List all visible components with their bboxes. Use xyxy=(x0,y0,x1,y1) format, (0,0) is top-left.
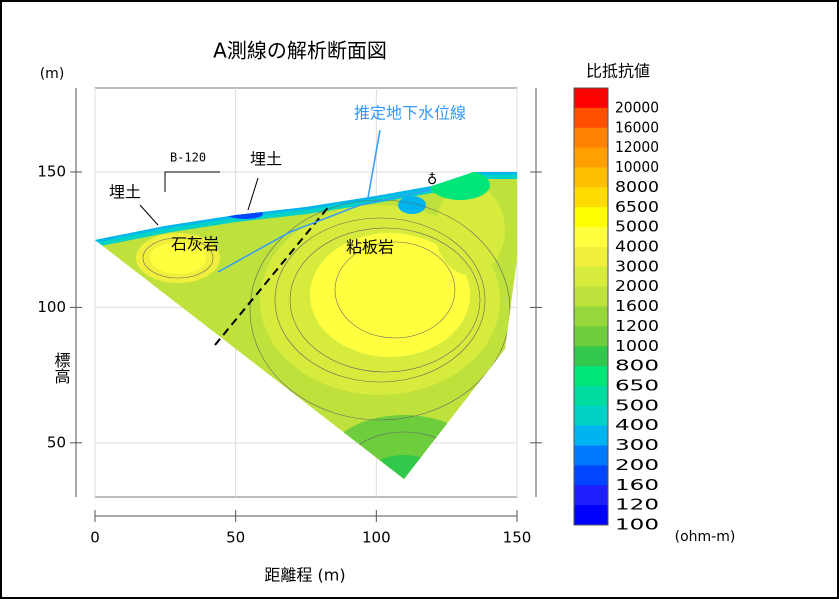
x-axis-label: 距離程 (m) xyxy=(264,566,345,585)
colorbar-label: 20000 xyxy=(615,99,659,117)
colorbar-band xyxy=(574,346,608,366)
annotation: B-120 xyxy=(170,151,206,165)
colorbar-band xyxy=(574,227,608,247)
colorbar-label: 800 xyxy=(615,357,659,375)
colorbar-band xyxy=(574,485,608,505)
annotation: 石灰岩 xyxy=(171,235,219,254)
colorbar-title: 比抵抗値 xyxy=(586,62,650,81)
colorbar-label: 400 xyxy=(615,416,659,434)
colorbar-band xyxy=(574,207,608,227)
x-tick-label: 150 xyxy=(503,529,532,547)
colorbar-label: 1200 xyxy=(615,317,659,335)
colorbar-band xyxy=(574,287,608,307)
colorbar-label: 6500 xyxy=(615,198,659,216)
colorbar-band xyxy=(574,406,608,426)
y-tick-label: 100 xyxy=(37,298,66,316)
colorbar-label: 12000 xyxy=(615,138,659,156)
annotation: 粘板岩 xyxy=(346,238,394,257)
colorbar-label: 500 xyxy=(615,396,659,414)
colorbar-band xyxy=(574,108,608,128)
annotation: 推定地下水位線 xyxy=(354,104,466,123)
y-axis-label: 標高 xyxy=(52,352,71,384)
x-tick-label: 0 xyxy=(90,529,100,547)
y-tick-label: 150 xyxy=(37,162,66,180)
water-symbol: ♁ xyxy=(427,172,437,188)
colorbar-label: 120 xyxy=(615,496,659,514)
colorbar-label: 8000 xyxy=(615,178,659,196)
colorbar-band xyxy=(574,267,608,287)
y-unit: (m) xyxy=(40,66,65,82)
colorbar-band xyxy=(574,465,608,485)
fill xyxy=(398,196,426,214)
colorbar-band xyxy=(574,426,608,446)
colorbar-label: 5000 xyxy=(615,218,659,236)
colorbar-band xyxy=(574,148,608,168)
chart: ♁ A測線の解析断面図 (m) 距離程 (m) 標高 推定地下水位線 埋土 埋土… xyxy=(0,0,839,599)
colorbar-label: 200 xyxy=(615,456,659,474)
y-tick-label: 50 xyxy=(47,433,66,451)
colorbar-band xyxy=(574,128,608,148)
x-tick-label: 100 xyxy=(362,529,391,547)
colorbar-label: 160 xyxy=(615,476,659,494)
colorbar-band xyxy=(574,505,608,525)
colorbar-band xyxy=(574,88,608,108)
colorbar-label: 1000 xyxy=(615,337,659,355)
colorbar-band xyxy=(574,307,608,327)
colorbar-label: 2000 xyxy=(615,277,659,295)
colorbar-label: 650 xyxy=(615,377,659,395)
colorbar-label: 1600 xyxy=(615,297,659,315)
colorbar-label: 4000 xyxy=(615,238,659,256)
colorbar-label: 10000 xyxy=(615,158,659,176)
colorbar-band xyxy=(574,386,608,406)
colorbar-label: 300 xyxy=(615,436,659,454)
colorbar-unit: (ohm-m) xyxy=(675,529,736,545)
colorbar-label: 16000 xyxy=(615,118,659,136)
colorbar-label: 100 xyxy=(615,516,659,534)
colorbar-band xyxy=(574,366,608,386)
colorbar-band xyxy=(574,167,608,187)
colorbar-band xyxy=(574,446,608,466)
annotation: 埋土 xyxy=(250,150,282,169)
colorbar-band xyxy=(574,247,608,267)
annotation: 埋土 xyxy=(109,183,141,202)
x-tick-label: 50 xyxy=(226,529,245,547)
colorbar-band xyxy=(574,187,608,207)
colorbar-label: 3000 xyxy=(615,257,659,275)
chart-title: A測線の解析断面図 xyxy=(213,39,387,63)
colorbar-band xyxy=(574,326,608,346)
